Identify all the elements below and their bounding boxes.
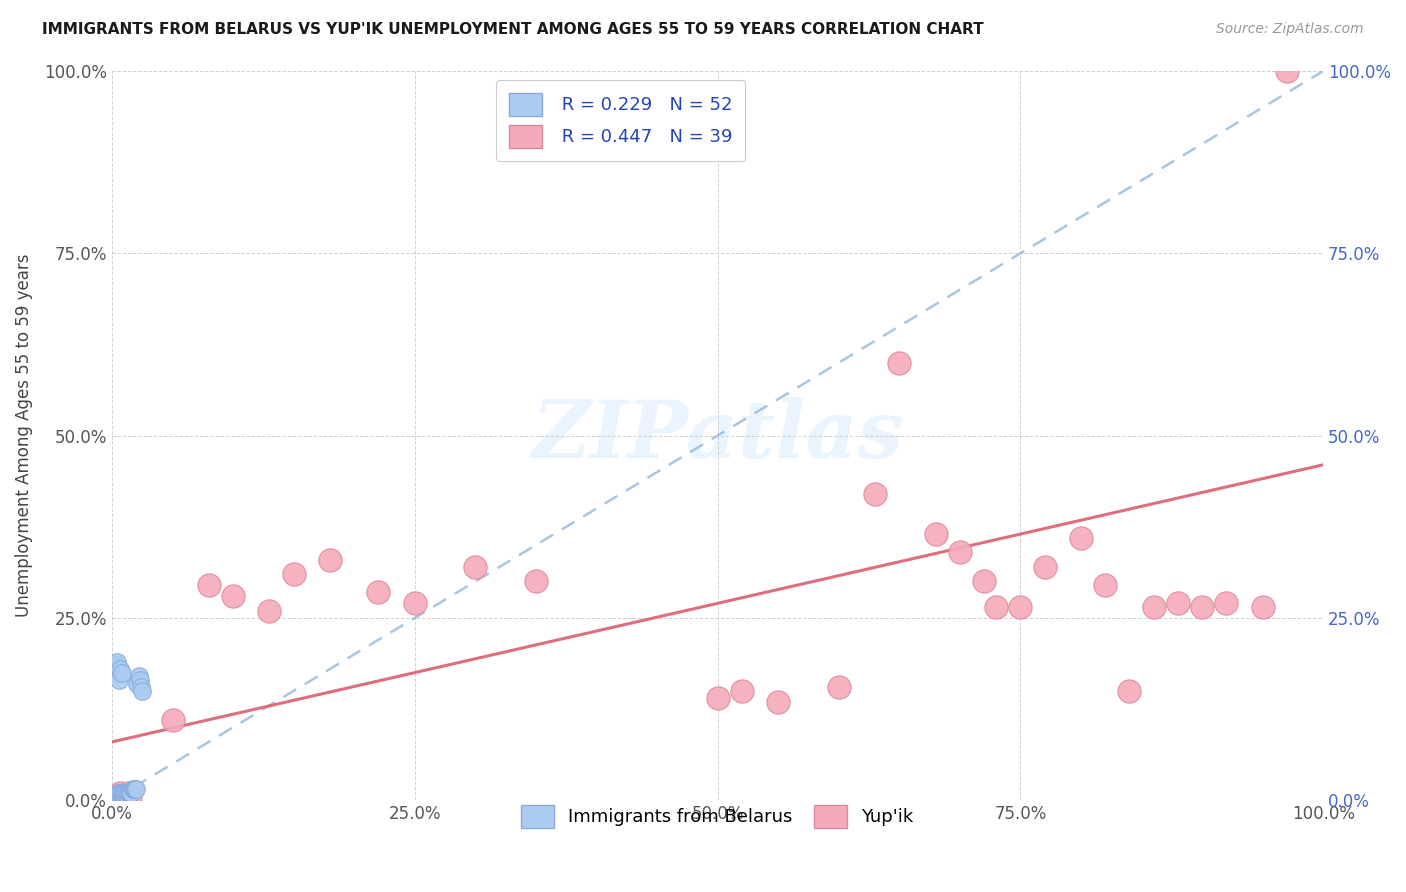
Point	[122, 782, 145, 797]
Point	[107, 665, 129, 680]
Point	[863, 487, 886, 501]
Point	[973, 574, 995, 589]
Point	[104, 789, 127, 804]
Point	[464, 560, 486, 574]
Legend: Immigrants from Belarus, Yup'ik: Immigrants from Belarus, Yup'ik	[515, 797, 921, 835]
Point	[105, 793, 128, 807]
Point	[103, 793, 125, 807]
Point	[103, 793, 125, 807]
Point	[112, 793, 135, 807]
Point	[889, 356, 911, 370]
Point	[103, 793, 125, 807]
Point	[117, 786, 139, 800]
Text: IMMIGRANTS FROM BELARUS VS YUP'IK UNEMPLOYMENT AMONG AGES 55 TO 59 YEARS CORRELA: IMMIGRANTS FROM BELARUS VS YUP'IK UNEMPL…	[42, 22, 984, 37]
Point	[222, 589, 245, 603]
Point	[110, 789, 132, 804]
Point	[524, 574, 547, 589]
Point	[115, 786, 138, 800]
Point	[112, 786, 135, 800]
Point	[127, 676, 149, 690]
Point	[111, 786, 134, 800]
Point	[1070, 531, 1092, 545]
Point	[107, 793, 129, 807]
Point	[108, 793, 131, 807]
Point	[283, 567, 305, 582]
Point	[111, 786, 134, 800]
Point	[121, 782, 143, 797]
Point	[105, 789, 128, 804]
Point	[1251, 599, 1274, 614]
Point	[105, 655, 128, 669]
Point	[110, 786, 132, 800]
Point	[198, 578, 221, 592]
Point	[1191, 599, 1213, 614]
Point	[104, 789, 127, 804]
Point	[1033, 560, 1056, 574]
Point	[117, 786, 139, 800]
Point	[1094, 578, 1116, 592]
Point	[107, 793, 129, 807]
Point	[1118, 683, 1140, 698]
Point	[110, 662, 132, 676]
Point	[367, 585, 389, 599]
Point	[124, 782, 146, 797]
Point	[114, 786, 136, 800]
Point	[108, 789, 131, 804]
Point	[104, 793, 127, 807]
Point	[259, 604, 281, 618]
Point	[111, 789, 134, 804]
Point	[766, 695, 789, 709]
Point	[404, 596, 426, 610]
Point	[103, 793, 125, 807]
Point	[128, 669, 150, 683]
Point	[1215, 596, 1237, 610]
Point	[319, 552, 342, 566]
Point	[111, 789, 134, 804]
Point	[125, 782, 148, 797]
Point	[984, 599, 1007, 614]
Point	[104, 658, 127, 673]
Point	[114, 789, 136, 804]
Point	[120, 786, 142, 800]
Point	[731, 683, 754, 698]
Point	[827, 680, 849, 694]
Point	[117, 789, 139, 804]
Point	[1010, 599, 1032, 614]
Point	[103, 793, 125, 807]
Point	[111, 665, 134, 680]
Point	[120, 789, 142, 804]
Point	[108, 786, 131, 800]
Point	[111, 789, 134, 804]
Point	[706, 691, 728, 706]
Point	[111, 793, 134, 807]
Point	[1167, 596, 1189, 610]
Point	[118, 786, 141, 800]
Point	[128, 673, 150, 687]
Point	[112, 789, 135, 804]
Point	[162, 713, 184, 727]
Point	[110, 793, 132, 807]
Point	[104, 793, 127, 807]
Point	[129, 680, 152, 694]
Point	[107, 793, 129, 807]
Point	[949, 545, 972, 559]
Y-axis label: Unemployment Among Ages 55 to 59 years: Unemployment Among Ages 55 to 59 years	[15, 254, 32, 617]
Point	[924, 527, 946, 541]
Point	[107, 789, 129, 804]
Point	[115, 789, 138, 804]
Point	[107, 786, 129, 800]
Point	[1142, 599, 1164, 614]
Point	[108, 673, 131, 687]
Point	[1275, 64, 1298, 78]
Text: Source: ZipAtlas.com: Source: ZipAtlas.com	[1216, 22, 1364, 37]
Point	[131, 683, 153, 698]
Point	[110, 786, 132, 800]
Point	[120, 786, 142, 800]
Point	[105, 793, 128, 807]
Text: ZIPatlas: ZIPatlas	[531, 397, 904, 475]
Point	[114, 793, 136, 807]
